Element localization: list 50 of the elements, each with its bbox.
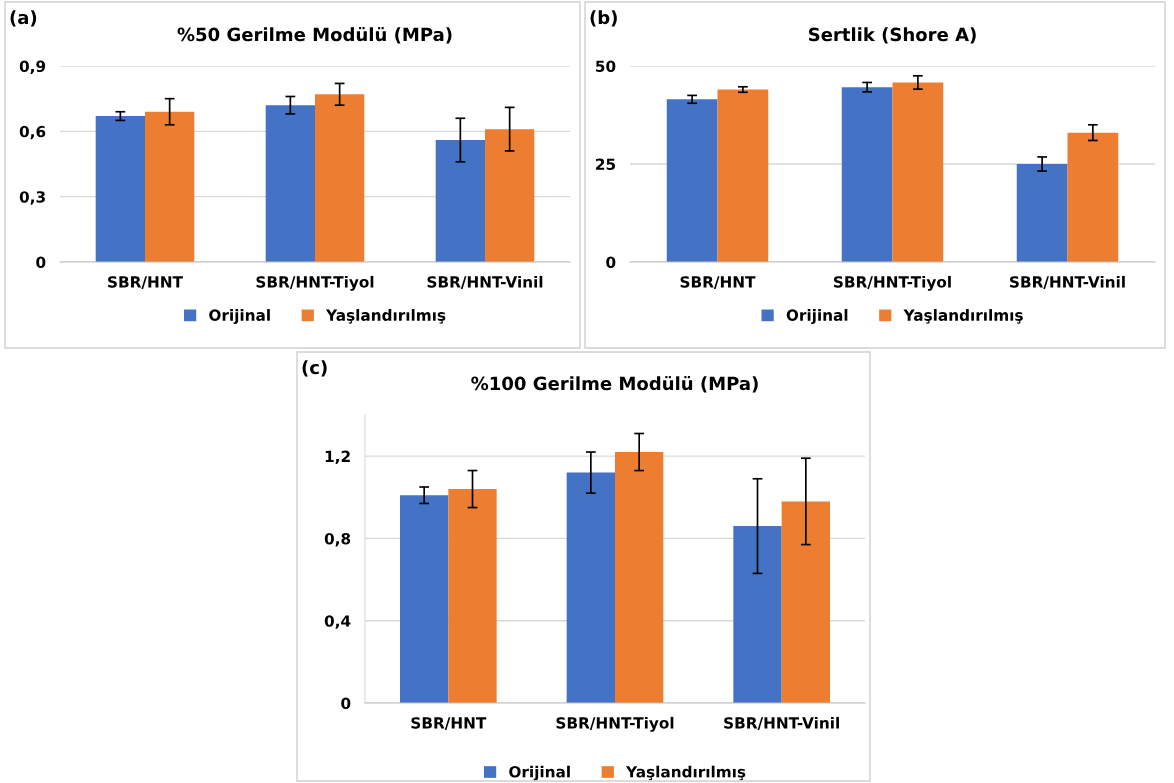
x-tick-label: SBR/HNT-Vinil bbox=[1010, 275, 1125, 289]
y-tick-label: 0,8 bbox=[324, 532, 351, 547]
bar bbox=[666, 99, 718, 262]
legend-label: Orijinal bbox=[509, 765, 570, 781]
x-tick-label: SBR/HNT-Vinil bbox=[427, 275, 543, 289]
bar bbox=[315, 94, 365, 262]
y-tick-label: 50 bbox=[596, 60, 616, 73]
legend-label: Yaşlandırılmış bbox=[625, 765, 746, 781]
bar bbox=[615, 452, 664, 703]
y-tick-label: 25 bbox=[596, 158, 616, 171]
chart-title: Sertlik (Shore A) bbox=[808, 27, 976, 44]
text: (a) bbox=[10, 10, 37, 27]
x-tick-label: SBR/HNT-Vinil bbox=[724, 716, 839, 730]
legend-label: Orijinal bbox=[209, 309, 270, 324]
bar bbox=[448, 489, 497, 703]
y-tick-label: 0 bbox=[36, 256, 46, 269]
y-tick-label: 0,9 bbox=[19, 60, 46, 74]
x-tick-label: SBR/HNT bbox=[108, 276, 183, 289]
bar bbox=[435, 140, 485, 262]
x-tick-label: SBR/HNT bbox=[680, 276, 756, 289]
bar bbox=[566, 472, 615, 703]
legend-label: Yaşlandırılmış bbox=[903, 309, 1023, 324]
y-tick-label: 1,2 bbox=[325, 450, 350, 465]
bar bbox=[145, 111, 195, 262]
y-tick-label: 0 bbox=[606, 256, 616, 269]
bar bbox=[781, 501, 830, 703]
chart-title: %50 Gerilme Modülü (MPa) bbox=[177, 27, 452, 44]
y-tick-label: 0,3 bbox=[19, 191, 45, 205]
legend-label: Yaşlandırılmış bbox=[325, 309, 446, 324]
bar bbox=[1067, 132, 1119, 262]
chart-title: %100 Gerilme Modülü (MPa) bbox=[471, 376, 758, 393]
bar bbox=[892, 82, 944, 262]
y-tick-label: 0,4 bbox=[324, 615, 351, 629]
bar bbox=[733, 526, 782, 703]
y-tick-label: 0 bbox=[341, 697, 351, 710]
bar bbox=[400, 495, 449, 703]
bar bbox=[265, 105, 315, 262]
text: (c) bbox=[302, 360, 327, 377]
bar bbox=[485, 129, 535, 262]
bar bbox=[1016, 164, 1068, 262]
legend-label: Orijinal bbox=[786, 309, 848, 324]
text: (b) bbox=[590, 10, 617, 27]
bar bbox=[717, 89, 769, 262]
y-tick-label: 0,6 bbox=[19, 125, 46, 140]
x-tick-label: SBR/HNT-Tiyol bbox=[256, 275, 374, 291]
x-tick-label: SBR/HNT-Tiyol bbox=[556, 716, 674, 732]
bar bbox=[95, 116, 145, 262]
x-tick-label: SBR/HNT bbox=[411, 717, 487, 730]
bar bbox=[841, 87, 893, 262]
x-tick-label: SBR/HNT-Tiyol bbox=[834, 275, 951, 291]
